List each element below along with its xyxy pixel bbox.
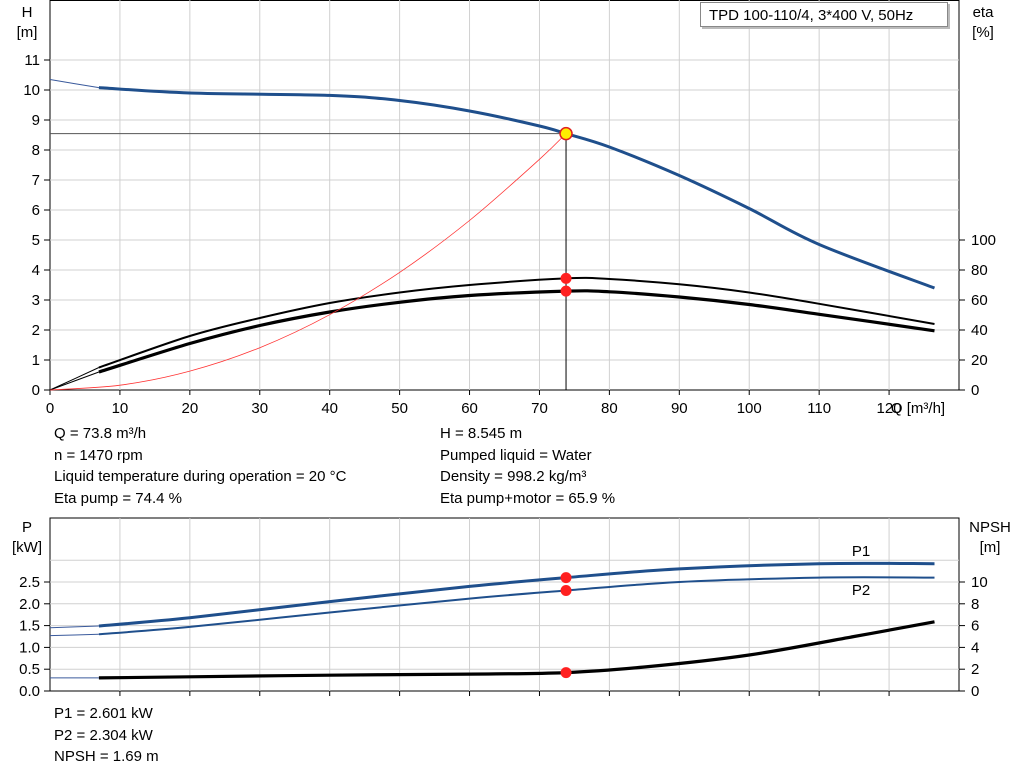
info-liquid-temperature: Liquid temperature during operation = 20… <box>54 468 347 485</box>
info-speed: n = 1470 rpm <box>54 446 143 464</box>
bottom-y2-tick-label: 2 <box>971 661 979 678</box>
top-y2-tick-label: 100 <box>971 232 996 249</box>
bottom-y-tick-label: 1.0 <box>19 639 40 656</box>
p1-series-label: P1 <box>852 543 870 560</box>
p2-extension-line <box>49 633 99 637</box>
top-y-tick-label: 11 <box>24 52 40 69</box>
top-x-tick-label: 30 <box>251 400 268 417</box>
bottom-y-tick-label: 0.0 <box>19 683 40 700</box>
top-y-tick-label: 2 <box>32 322 40 339</box>
top-x-tick-label: 60 <box>461 400 478 417</box>
top-x-tick-label: 70 <box>531 400 548 417</box>
top-y2-tick-label: 40 <box>971 322 988 339</box>
top-y-tick-label: 3 <box>32 292 40 309</box>
bottom-y2-tick-label: 6 <box>971 618 979 635</box>
top-x-tick-label: 50 <box>391 400 408 417</box>
eta_pump-extension-line <box>49 371 100 391</box>
eta_pump-curve-line <box>98 289 935 374</box>
p2-curve-line <box>98 576 935 636</box>
top-y2-tick-label: 60 <box>971 292 988 309</box>
bottom-y-tick-label: 0.5 <box>19 661 40 678</box>
top-y2-tick-label: 0 <box>971 382 979 399</box>
top-x-tick-label: 0 <box>46 400 54 417</box>
top-y-tick-label: 5 <box>32 232 40 249</box>
top-y2-tick-label: 20 <box>971 352 988 369</box>
top-x-tick-label: 110 <box>807 400 831 417</box>
info-npsh: NPSH = 1.69 m <box>54 748 159 765</box>
info-density: Density = 998.2 kg/m³ <box>440 468 587 485</box>
top-y2-axis-unit: [%] <box>972 24 994 41</box>
bottom-y2-tick-label: 4 <box>971 639 979 656</box>
top-y-tick-label: 10 <box>23 82 40 99</box>
bottom-y2-axis-label: NPSH <box>969 519 1011 536</box>
bottom-y-axis-unit: [kW] <box>12 539 42 556</box>
info-eta-pump: Eta pump = 74.4 % <box>54 489 182 507</box>
bottom-y-tick-label: 1.5 <box>19 618 40 635</box>
bottom-operating-point-mark <box>560 667 572 679</box>
top-y-axis-unit: [m] <box>17 24 38 41</box>
top-x-axis-label: Q [m³/h] <box>891 400 945 417</box>
bottom-plot-frame <box>49 517 960 692</box>
head-extension-line <box>49 79 99 89</box>
bottom-y-tick-label: 2.5 <box>19 574 40 591</box>
top-x-tick-label: 90 <box>671 400 688 417</box>
top-y-tick-label: 6 <box>32 202 40 219</box>
info-head: H = 8.545 m <box>440 425 523 442</box>
top-y-tick-label: 7 <box>32 172 40 189</box>
info-top-left: Q = 73.8 m³/h n = 1470 rpm Liquid temper… <box>54 423 346 509</box>
top-y2-tick-label: 80 <box>971 262 988 279</box>
top-y-axis-label: H <box>22 4 33 21</box>
bottom-y-tick-label: 2.0 <box>19 596 40 613</box>
chart-title: TPD 100-110/4, 3*400 V, 50Hz <box>700 2 948 27</box>
top-x-tick-label: 40 <box>321 400 338 417</box>
bottom-operating-point-mark <box>560 585 572 597</box>
top-y-tick-label: 9 <box>32 112 40 129</box>
eta_motor-curve-line <box>98 276 935 369</box>
system-curve-line <box>49 133 567 391</box>
top-y-tick-label: 1 <box>32 352 40 369</box>
top-y-tick-label: 4 <box>32 262 40 279</box>
top-plot-frame <box>49 0 960 391</box>
p1-curve-line <box>98 561 935 628</box>
bottom-y-axis-label: P <box>22 519 32 536</box>
top-x-tick-label: 120 <box>877 400 902 417</box>
top-y-tick-label: 8 <box>32 142 40 159</box>
p1-extension-line <box>49 625 99 629</box>
info-bottom: P1 = 2.601 kW P2 = 2.304 kW NPSH = 1.69 … <box>54 703 159 768</box>
eta-operating-point-mark <box>560 272 572 284</box>
info-eta-pump-motor: Eta pump+motor = 65.9 % <box>440 489 616 507</box>
info-top-right: H = 8.545 m Pumped liquid = Water Densit… <box>440 423 615 509</box>
info-flow: Q = 73.8 m³/h <box>54 425 147 442</box>
bottom-y2-tick-label: 10 <box>971 574 988 591</box>
eta-operating-point-mark <box>560 285 572 297</box>
top-x-tick-label: 10 <box>112 400 129 417</box>
info-p1: P1 = 2.601 kW <box>54 705 153 722</box>
info-p2: P2 = 2.304 kW <box>54 726 153 744</box>
top-x-tick-label: 20 <box>182 400 199 417</box>
top-x-tick-label: 80 <box>601 400 618 417</box>
bottom-y2-tick-label: 8 <box>971 596 979 613</box>
head-curve-line <box>98 86 936 290</box>
bottom-operating-point-mark <box>560 572 572 584</box>
top-x-tick-label: 100 <box>737 400 762 417</box>
p2-series-label: P2 <box>852 582 870 599</box>
bottom-y2-axis-unit: [m] <box>980 539 1001 556</box>
eta_motor-extension-line <box>49 367 100 391</box>
bottom-y2-tick-label: 0 <box>971 683 979 700</box>
info-pumped-liquid: Pumped liquid = Water <box>440 446 592 464</box>
top-y-tick-label: 0 <box>32 382 40 399</box>
top-y2-axis-label: eta <box>973 4 995 21</box>
head-operating-point-mark <box>559 126 573 141</box>
